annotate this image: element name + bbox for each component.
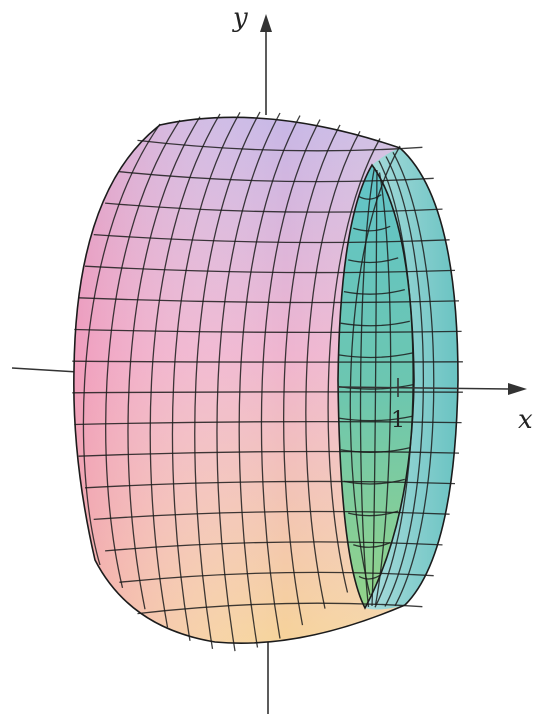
mesh-meridian-line <box>105 119 181 589</box>
y-axis-label: y <box>232 3 248 33</box>
x-axis-arrowhead <box>508 383 527 395</box>
mesh-latitude-line <box>74 328 462 334</box>
mesh-latitude-line <box>72 360 463 363</box>
outer-outline <box>73 116 459 644</box>
inner-outline <box>337 163 415 610</box>
mesh-latitude-line <box>105 541 443 552</box>
mesh-meridian-line <box>82 123 161 566</box>
mesh-rim-meridian-line <box>392 151 435 607</box>
mesh-latitude-line <box>119 171 434 183</box>
mesh-inner-ring-line <box>343 288 405 295</box>
mesh-meridian-line <box>327 138 381 593</box>
x-axis-left <box>11 367 79 373</box>
mesh-meridian-line <box>127 116 201 610</box>
mesh-inner-ring-line <box>353 225 391 232</box>
rim-surface <box>365 148 458 610</box>
mesh-meridian-line <box>305 130 361 609</box>
mesh-inner-ring-line <box>340 320 410 327</box>
mesh-inner-ring-line <box>348 257 399 264</box>
mesh-rim-meridian-line <box>384 156 425 607</box>
mesh-latitude-line <box>74 420 462 426</box>
mesh-inner-ring-line <box>353 542 391 548</box>
mesh-meridian-line <box>349 145 401 596</box>
mesh-latitude-line <box>84 265 456 274</box>
mesh-rim-meridian-line <box>374 160 414 608</box>
mesh-latitude-line <box>137 139 423 152</box>
mesh-latitude-line <box>72 391 463 394</box>
mesh-meridian-line <box>260 119 321 639</box>
surface-mesh <box>72 111 463 652</box>
mesh-inner-meridian-line <box>374 172 392 606</box>
mesh-meridian-line <box>238 115 301 648</box>
mesh-meridian-line <box>216 112 281 652</box>
mesh-inner-ring-line <box>348 510 399 517</box>
tick-label-1: 1 <box>391 408 405 433</box>
x-axis-right <box>337 386 511 390</box>
mesh-meridian-line <box>194 111 261 650</box>
mesh-meridian-line <box>149 113 221 628</box>
mesh-meridian-line <box>171 111 241 641</box>
y-axis-arrowhead <box>260 14 272 32</box>
mesh-inner-meridian-line <box>359 167 376 608</box>
x-axis-label: x <box>518 405 533 435</box>
mesh-meridian-line <box>283 124 341 626</box>
mesh-inner-meridian-line <box>371 169 378 607</box>
mesh-latitude-line <box>78 450 460 457</box>
torus-surface <box>72 111 463 652</box>
mesh-latitude-line <box>105 202 443 213</box>
